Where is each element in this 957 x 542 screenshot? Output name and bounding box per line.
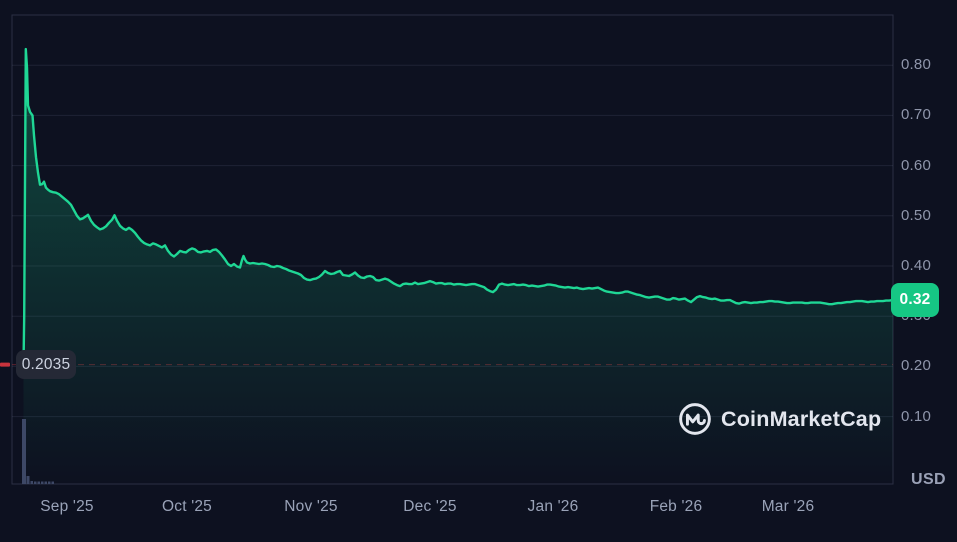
y-axis-tick-label: 0.60: [901, 156, 931, 174]
x-axis-tick-label: Dec '25: [403, 498, 457, 515]
volume-bar: [48, 481, 51, 484]
volume-bar: [44, 481, 47, 484]
volume-bar: [26, 476, 30, 484]
crosshair-axis-tick: [0, 362, 10, 367]
x-axis-tick-label: Sep '25: [40, 498, 94, 515]
volume-bar: [34, 481, 37, 484]
x-axis-tick-label: Oct '25: [161, 498, 213, 515]
price-area-fill: [23, 49, 893, 484]
volume-bar: [37, 481, 40, 484]
hover-price-value: 0.2035: [21, 355, 71, 373]
volume-bar: [51, 481, 54, 484]
x-axis-tick-label: Jan '26: [527, 498, 579, 515]
volume-bar: [41, 481, 44, 484]
coinmarketcap-wordmark: CoinMarketCap: [721, 406, 882, 431]
x-axis-tick-label: Feb '26: [649, 498, 703, 515]
current-price-value: 0.32: [899, 291, 931, 309]
x-axis-tick-label: Mar '26: [761, 498, 815, 515]
y-axis-tick-label: 0.70: [901, 106, 931, 124]
current-price-badge: 0.32: [891, 283, 939, 318]
y-axis-tick-label: 0.40: [901, 257, 931, 274]
y-axis-unit-label: USD: [911, 471, 946, 488]
volume-bar: [22, 419, 26, 484]
coinmarketcap-watermark: CoinMarketCap: [678, 401, 881, 437]
hover-price-tooltip: 0.2035: [16, 350, 76, 380]
volume-bar: [30, 481, 33, 484]
y-axis-tick-label: 0.80: [901, 56, 931, 74]
y-axis-tick-label: 0.50: [901, 206, 931, 224]
y-axis-tick-label: 0.10: [901, 407, 931, 425]
y-axis-tick-label: 0.20: [901, 357, 931, 375]
price-line: [22, 47, 895, 366]
x-axis-tick-label: Nov '25: [284, 498, 338, 515]
coinmarketcap-logo-icon: [679, 403, 711, 435]
